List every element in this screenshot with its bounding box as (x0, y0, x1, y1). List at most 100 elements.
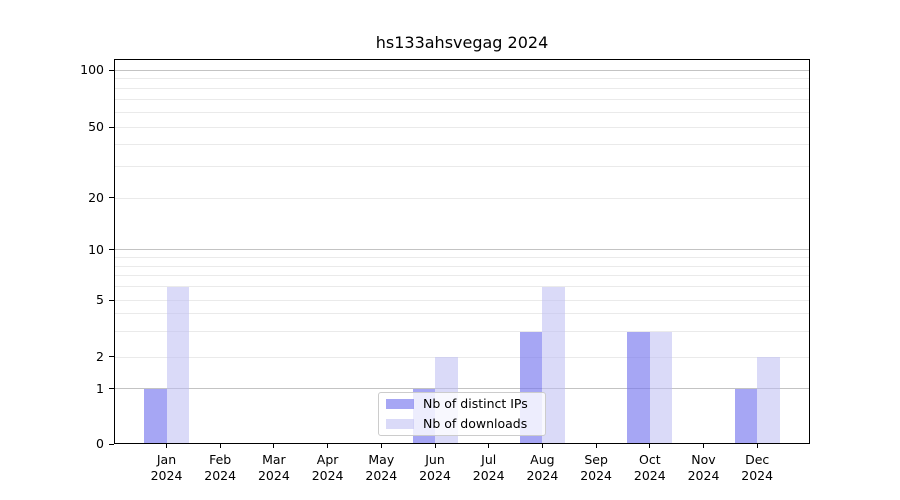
bar-downloads-oct (649, 331, 673, 444)
x-tick-label-jun: Jun 2024 (405, 452, 465, 484)
y-tick-5 (109, 299, 114, 301)
x-tick-dec (756, 444, 758, 448)
x-tick-jun (434, 444, 436, 448)
x-tick-year-mar: 2024 (257, 468, 290, 483)
x-tick-nov (703, 444, 704, 448)
y-tick-10 (109, 249, 114, 251)
x-tick-year-sep: 2024 (580, 468, 612, 483)
gridline-major-100 (114, 69, 810, 71)
x-tick-year-jun: 2024 (419, 468, 451, 483)
x-tick-label-may: May 2024 (351, 452, 411, 484)
x-tick-year-dec: 2024 (741, 468, 774, 483)
x-tick-aug (541, 444, 543, 448)
x-tick-label-oct: Oct 2024 (620, 452, 680, 484)
y-tick-label-50: 50 (88, 119, 104, 135)
gridline-minor-3 (114, 331, 810, 333)
x-tick-label-dec: Dec 2024 (727, 452, 787, 484)
bar-distinct-ips-oct (627, 331, 650, 444)
gridline-minor-90 (114, 78, 810, 80)
chart-title: hs133ahsvegag 2024 (375, 33, 549, 52)
gridline-minor-5 (114, 299, 810, 301)
legend-entry-downloads: Nb of downloads (386, 415, 545, 433)
legend-swatch-downloads (386, 419, 414, 429)
x-tick-year-oct: 2024 (633, 468, 666, 483)
y-tick-label-1: 1 (96, 380, 104, 396)
gridline-minor-30 (114, 166, 810, 168)
gridline-minor-2 (114, 356, 810, 358)
y-tick-50 (109, 126, 114, 128)
x-tick-year-jan: 2024 (150, 468, 183, 483)
x-tick-month-oct: Oct (638, 452, 661, 467)
x-tick-month-may: May (368, 452, 395, 467)
gridline-minor-8 (114, 265, 810, 267)
x-tick-year-apr: 2024 (311, 468, 344, 483)
y-tick-label-0: 0 (96, 436, 104, 451)
x-tick-label-jul: Jul 2024 (459, 452, 519, 484)
x-tick-year-feb: 2024 (204, 468, 237, 483)
x-tick-month-apr: Apr (316, 452, 339, 467)
x-tick-apr (327, 444, 329, 448)
x-tick-year-nov: 2024 (687, 468, 720, 483)
legend-entry-distinct-ips: Nb of distinct IPs (386, 395, 545, 413)
bar-downloads-dec (757, 357, 780, 444)
x-tick-feb (219, 444, 221, 448)
legend: Nb of distinct IPs Nb of downloads (378, 392, 546, 436)
x-tick-label-apr: Apr 2024 (298, 452, 358, 484)
y-tick-label-20: 20 (88, 189, 104, 205)
legend-label-downloads: Nb of downloads (423, 416, 528, 431)
x-tick-month-sep: Sep (584, 452, 608, 467)
bar-downloads-aug (542, 286, 565, 444)
gridline-major-1 (114, 388, 810, 390)
x-tick-label-aug: Aug 2024 (512, 452, 572, 484)
x-tick-sep (595, 444, 597, 448)
x-tick-label-mar: Mar 2024 (244, 452, 304, 484)
y-tick-20 (109, 197, 114, 199)
y-tick-1 (109, 388, 114, 390)
y-tick-100 (109, 69, 114, 71)
x-tick-jul (488, 444, 490, 448)
y-tick-label-2: 2 (96, 348, 104, 364)
y-tick-0 (109, 443, 114, 445)
x-tick-year-aug: 2024 (526, 468, 559, 483)
y-tick-label-10: 10 (88, 241, 104, 257)
x-tick-label-jan: Jan 2024 (137, 452, 197, 484)
legend-swatch-distinct-ips (386, 399, 414, 409)
gridline-minor-9 (114, 257, 810, 259)
x-tick-month-aug: Aug (530, 452, 555, 467)
x-tick-month-jan: Jan (156, 452, 177, 467)
x-tick-month-mar: Mar (262, 452, 286, 467)
x-tick-month-jun: Jun (425, 452, 445, 467)
x-tick-month-dec: Dec (745, 452, 770, 467)
gridline-minor-80 (114, 88, 810, 90)
legend-label-distinct-ips: Nb of distinct IPs (423, 396, 528, 411)
x-tick-year-may: 2024 (365, 468, 398, 483)
gridline-major-10 (114, 249, 810, 251)
x-tick-label-nov: Nov 2024 (674, 452, 734, 484)
gridline-minor-20 (114, 197, 810, 199)
x-tick-oct (649, 444, 651, 448)
y-tick-2 (109, 356, 114, 358)
gridline-minor-6 (114, 286, 810, 288)
gridline-minor-50 (114, 126, 810, 128)
plot-area (114, 59, 810, 444)
bar-downloads-jan (166, 286, 189, 444)
y-tick-label-5: 5 (96, 292, 104, 307)
x-tick-month-jul: Jul (481, 452, 497, 467)
gridline-minor-4 (114, 313, 810, 315)
bar-distinct-ips-jan (144, 388, 167, 444)
gridline-minor-40 (114, 143, 810, 145)
x-tick-label-feb: Feb 2024 (190, 452, 250, 484)
gridline-minor-70 (114, 99, 810, 100)
x-tick-month-feb: Feb (209, 452, 232, 467)
x-tick-label-sep: Sep 2024 (566, 452, 626, 484)
x-tick-year-jul: 2024 (472, 468, 505, 483)
x-tick-jan (166, 444, 167, 448)
bar-distinct-ips-dec (734, 388, 758, 444)
gridline-minor-60 (114, 111, 810, 113)
x-tick-mar (273, 444, 275, 448)
gridline-minor-7 (114, 275, 810, 277)
y-tick-label-100: 100 (80, 62, 104, 78)
x-tick-month-nov: Nov (691, 452, 716, 467)
x-tick-may (380, 444, 382, 448)
